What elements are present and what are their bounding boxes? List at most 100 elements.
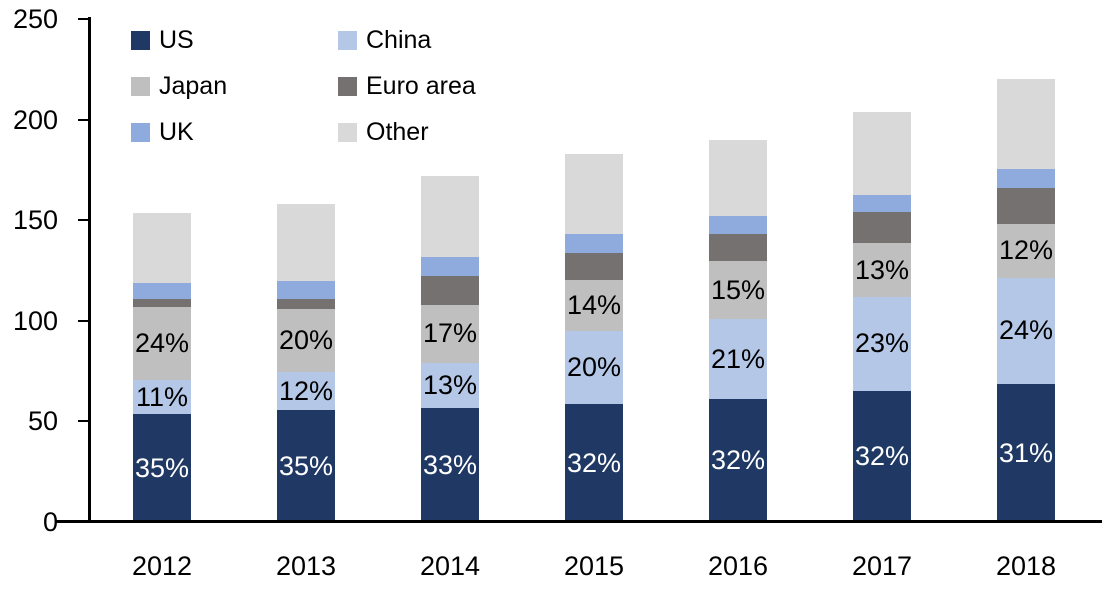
- segment-percent-label: 24%: [998, 315, 1054, 346]
- x-axis-tick-label: 2015: [563, 551, 625, 581]
- segment-percent-label: 15%: [710, 274, 766, 305]
- segment-percent-label: 12%: [278, 375, 334, 406]
- bar-segment-japan-2014: 17%: [421, 304, 479, 364]
- bar-segment-china-2014: 13%: [421, 363, 479, 409]
- bar-segment-japan-2012: 24%: [133, 306, 191, 381]
- legend-label: Other: [366, 118, 429, 146]
- bar-segment-other-2017: [853, 111, 911, 196]
- segment-percent-label: 11%: [135, 381, 189, 412]
- legend-item-euro-area: Euro area: [338, 74, 476, 99]
- bar-segment-us-2013: 35%: [277, 410, 335, 522]
- y-axis-tick-mark: [78, 319, 89, 322]
- bar-segment-japan-2018: 12%: [997, 224, 1055, 278]
- bar-segment-uk-2014: [421, 257, 479, 276]
- bar-segment-other-2018: [997, 79, 1055, 169]
- bar-segment-china-2013: 12%: [277, 372, 335, 411]
- bar-segment-japan-2015: 14%: [565, 279, 623, 331]
- bar-segment-other-2015: [565, 153, 623, 235]
- segment-percent-label: 21%: [710, 343, 766, 374]
- segment-percent-label: 35%: [134, 452, 190, 483]
- segment-percent-label: 24%: [134, 327, 190, 358]
- bar-segment-us-2016: 32%: [709, 399, 767, 522]
- bar-segment-china-2018: 24%: [997, 277, 1055, 385]
- y-axis-tick-label: 0: [42, 507, 58, 537]
- segment-percent-label: 32%: [566, 447, 622, 478]
- y-axis-tick-label: 50: [27, 406, 58, 437]
- y-axis-tick-label: 150: [12, 205, 58, 236]
- bar-segment-us-2017: 32%: [853, 391, 911, 522]
- segment-percent-label: 32%: [710, 445, 766, 476]
- bar-segment-euro-area-2013: [277, 298, 335, 309]
- x-axis-tick-label: 2014: [419, 551, 481, 581]
- bar-segment-other-2014: [421, 175, 479, 258]
- segment-percent-label: 13%: [854, 254, 910, 285]
- legend-item-china: China: [338, 28, 476, 53]
- segment-percent-label: 20%: [278, 324, 334, 355]
- bar-segment-uk-2016: [709, 216, 767, 235]
- bar-segment-other-2013: [277, 204, 335, 281]
- segment-percent-label: 13%: [422, 370, 478, 401]
- x-axis-line: [55, 520, 1102, 523]
- bar-segment-us-2018: 31%: [997, 384, 1055, 522]
- bar-segment-uk-2015: [565, 234, 623, 254]
- bar-segment-other-2016: [709, 139, 767, 217]
- bar-segment-euro-area-2015: [565, 253, 623, 280]
- segment-percent-label: 14%: [566, 289, 622, 320]
- segment-percent-label: 32%: [854, 441, 910, 472]
- bar-segment-euro-area-2017: [853, 212, 911, 244]
- x-axis-tick-label: 2017: [851, 551, 913, 581]
- y-axis-tick-mark: [78, 18, 89, 20]
- y-axis-tick-mark: [78, 219, 89, 222]
- y-axis-tick-label: 250: [12, 4, 58, 34]
- bar-segment-us-2012: 35%: [133, 414, 191, 522]
- legend-label: US: [159, 26, 194, 54]
- y-axis-tick-label: 100: [12, 305, 58, 336]
- legend-swatch-icon: [131, 123, 150, 142]
- bar-segment-japan-2013: 20%: [277, 308, 335, 373]
- legend-item-us: US: [131, 28, 338, 53]
- bar-segment-japan-2016: 15%: [709, 261, 767, 319]
- x-axis-tick-label: 2018: [995, 551, 1057, 581]
- segment-percent-label: 31%: [998, 437, 1054, 468]
- y-axis-line: [88, 17, 91, 523]
- legend-item-japan: Japan: [131, 74, 338, 99]
- legend-item-other: Other: [338, 120, 476, 145]
- bar-segment-euro-area-2012: [133, 298, 191, 307]
- bar-segment-uk-2018: [997, 168, 1055, 189]
- bar-segment-us-2014: 33%: [421, 408, 479, 522]
- segment-percent-label: 12%: [998, 235, 1054, 266]
- bar-segment-euro-area-2014: [421, 275, 479, 305]
- segment-percent-label: 20%: [566, 352, 622, 383]
- legend-swatch-icon: [131, 77, 150, 96]
- bar-segment-uk-2017: [853, 195, 911, 213]
- bar-segment-china-2012: 11%: [133, 380, 191, 415]
- x-axis-tick-label: 2012: [131, 551, 193, 581]
- segment-percent-label: 23%: [854, 328, 910, 359]
- legend-label: UK: [159, 118, 194, 146]
- y-axis-tick-mark: [78, 118, 89, 121]
- y-axis-tick-mark: [78, 420, 89, 423]
- bar-segment-uk-2012: [133, 282, 191, 299]
- bar-segment-china-2016: 21%: [709, 318, 767, 400]
- bar-segment-other-2012: [133, 213, 191, 283]
- legend-label: Euro area: [366, 72, 476, 100]
- x-axis-tick-label: 2016: [707, 551, 769, 581]
- legend-item-uk: UK: [131, 120, 338, 145]
- segment-percent-label: 33%: [422, 449, 478, 480]
- legend-swatch-icon: [338, 123, 357, 142]
- bar-segment-japan-2017: 13%: [853, 243, 911, 297]
- bar-segment-euro-area-2016: [709, 234, 767, 262]
- segment-percent-label: 35%: [278, 450, 334, 481]
- bar-segment-euro-area-2018: [997, 188, 1055, 225]
- legend-label: China: [366, 26, 432, 54]
- legend-swatch-icon: [131, 31, 150, 50]
- legend-label: Japan: [159, 72, 228, 100]
- legend-swatch-icon: [338, 31, 357, 50]
- bar-segment-china-2015: 20%: [565, 330, 623, 405]
- y-axis-tick-label: 200: [12, 104, 58, 135]
- legend: US China Japan Euro area UK Other: [131, 28, 476, 145]
- legend-swatch-icon: [338, 77, 357, 96]
- bar-segment-us-2015: 32%: [565, 404, 623, 522]
- bar-segment-china-2017: 23%: [853, 296, 911, 392]
